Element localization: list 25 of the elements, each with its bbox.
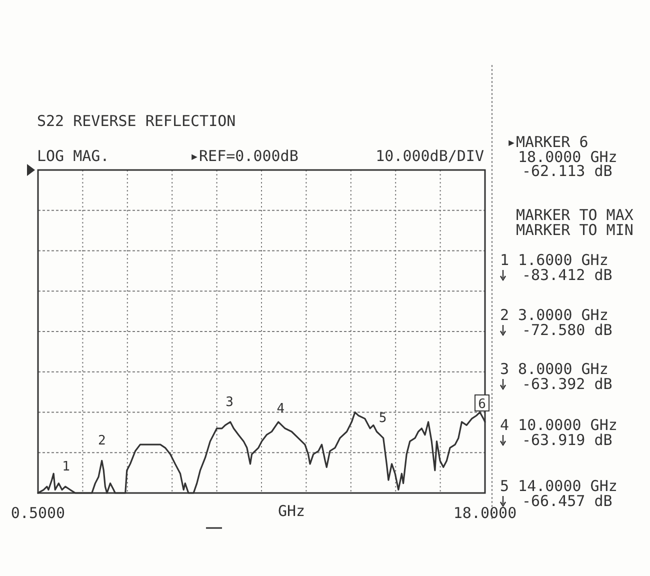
text: 2 3.0000 GHz xyxy=(500,306,608,324)
text: MARKER TO MAX xyxy=(516,206,634,224)
annotation: 1 xyxy=(62,460,70,475)
text: 1 1.6000 GHz xyxy=(500,251,608,269)
text: -83.412 dB xyxy=(522,266,612,284)
text: -63.392 dB xyxy=(522,375,612,393)
text: 3 8.0000 GHz xyxy=(500,360,608,378)
text: 5 14.0000 GHz xyxy=(500,477,618,495)
text: MARKER TO MIN xyxy=(516,221,634,239)
text: ▸REF=0.000dB xyxy=(190,147,298,165)
annotation: 5 xyxy=(378,411,387,426)
x-tick-label: 18.0000 xyxy=(453,504,517,522)
text: -66.457 dB xyxy=(522,492,612,510)
annotation: 6 xyxy=(478,396,486,412)
text: LOG MAG. xyxy=(37,147,110,165)
annotation: 2 xyxy=(98,434,106,449)
text: 10.000dB/DIV xyxy=(376,147,484,165)
x-tick-label: 0.5000 xyxy=(10,504,66,522)
x-axis-title: GHz xyxy=(278,502,306,520)
text: 4 10.0000 GHz xyxy=(500,416,618,434)
annotation: 3 xyxy=(226,394,234,410)
text: -72.580 dB xyxy=(522,321,612,339)
chart-title: S22 REVERSE REFLECTION xyxy=(37,112,236,130)
text: -63.919 dB xyxy=(522,431,612,449)
text: ▸MARKER 6 xyxy=(507,133,588,151)
